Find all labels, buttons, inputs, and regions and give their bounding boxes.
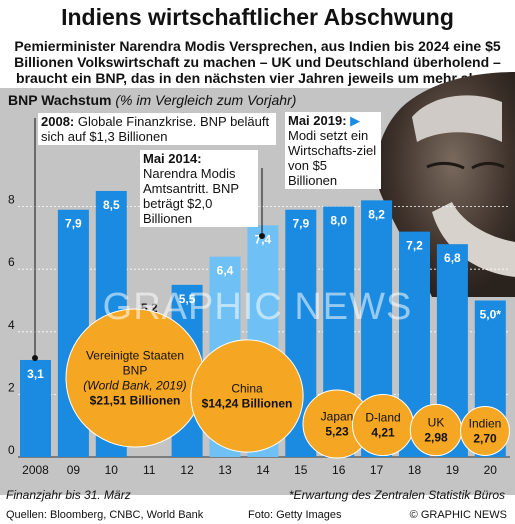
x-tick-label: 14 [256, 463, 270, 477]
bubble-label: Indien [469, 417, 502, 431]
gdp-bubble [460, 406, 510, 456]
section-title-label: BNP Wachstum [8, 92, 112, 108]
section-title: BNP Wachstum (% im Vergleich zum Vorjahr… [8, 92, 296, 108]
x-tick-label: 15 [294, 463, 308, 477]
x-tick-label: 20 [484, 463, 498, 477]
x-tick-label: 16 [332, 463, 346, 477]
y-tick-label: 2 [8, 380, 15, 394]
credits-bar: Quellen: Bloomberg, CNBC, World Bank Fot… [0, 505, 515, 524]
note-2014-body: Narendra Modis Amtsantritt. BNP beträgt … [143, 166, 239, 226]
y-tick-label: 4 [8, 318, 15, 332]
x-tick-label: 18 [408, 463, 422, 477]
x-tick-label: 11 [143, 463, 156, 477]
estimate-note: *Erwartung des Zentralen Statistik Büros [288, 488, 505, 502]
x-tick-label: 12 [180, 463, 194, 477]
x-tick-label: 19 [446, 463, 460, 477]
bubble-label: 5,23 [325, 425, 349, 439]
bar-value-label: 5,0* [480, 308, 502, 322]
watermark-text: GRAPHIC NEWS [102, 286, 413, 328]
bubble-label: D-land [365, 411, 400, 425]
sources-text: Quellen: Bloomberg, CNBC, World Bank [6, 509, 204, 521]
bubble-label: $14,24 Billionen [202, 397, 293, 411]
note-2014-head: Mai 2014: [143, 151, 202, 166]
bar-value-label: 7,9 [292, 217, 309, 231]
gdp-bubble [190, 339, 304, 453]
photo-credit: Foto: Getty Images [248, 509, 342, 521]
note-2014: Mai 2014: Narendra Modis Amtsantritt. BNP… [140, 150, 258, 227]
x-tick-label: 10 [105, 463, 119, 477]
bar-value-label: 3,1 [27, 367, 44, 381]
copyright-text: © GRAPHIC NEWS [409, 509, 507, 521]
bubble-label: Vereinigte Staaten [86, 349, 184, 363]
bubble-label: 2,98 [424, 431, 448, 445]
note-2008: 2008: Globale Finanzkrise. BNP beläuft s… [38, 113, 276, 145]
bubble-label: BNP [123, 364, 148, 378]
bubble-label: 2,70 [473, 432, 497, 446]
x-tick-label: 13 [218, 463, 232, 477]
x-tick-label: 09 [67, 463, 81, 477]
bubble-label: (World Bank, 2019) [83, 379, 186, 393]
bubble-label: Japan [321, 410, 354, 424]
x-tick-label: 17 [370, 463, 384, 477]
note-2008-body: Globale Finanzkrise. BNP beläuft sich au… [41, 114, 270, 144]
bar-value-label: 8,0 [330, 214, 347, 228]
bar-value-label: 7,9 [65, 217, 82, 231]
x-tick-label: 2008 [22, 463, 49, 477]
bubble-label: 4,21 [371, 426, 395, 440]
bubble-label: China [231, 382, 263, 396]
bar-2008 [20, 359, 51, 457]
bar-value-label: 7,4 [255, 232, 272, 246]
note-2008-head: 2008: [41, 114, 75, 129]
bar-value-label: 8,5 [103, 198, 120, 212]
section-unit: (% im Vergleich zum Vorjahr) [115, 92, 297, 108]
bar-value-label: 8,2 [368, 207, 385, 221]
y-tick-label: 0 [8, 443, 15, 457]
chart-svg: 024683,120087,9098,5105,2115,5126,4137,4… [8, 118, 510, 477]
note-2014-dot [259, 233, 265, 239]
note-2019-arrow-icon: ▶ [350, 113, 361, 128]
bar-value-label: 5,5 [179, 292, 196, 306]
note-2019-body: Modi setzt ein Wirtschafts-ziel von $5 B… [288, 128, 377, 188]
bar-value-label: 6,8 [444, 251, 461, 265]
y-tick-label: 6 [8, 255, 15, 269]
fiscal-year-note: Finanzjahr bis 31. März [6, 488, 131, 502]
note-2019-head: Mai 2019: [288, 113, 347, 128]
bubble-label: $21,51 Billionen [90, 394, 181, 408]
note-2008-dot [32, 355, 38, 361]
note-2019: Mai 2019: ▶ Modi setzt ein Wirtschafts-zi… [285, 112, 381, 189]
bar-value-label: 6,4 [217, 264, 234, 278]
bar-value-label: 7,2 [406, 239, 423, 253]
y-tick-label: 8 [8, 193, 15, 207]
bubble-label: UK [428, 416, 445, 430]
page-title: Indiens wirtschaftlicher Abschwung [61, 4, 454, 30]
